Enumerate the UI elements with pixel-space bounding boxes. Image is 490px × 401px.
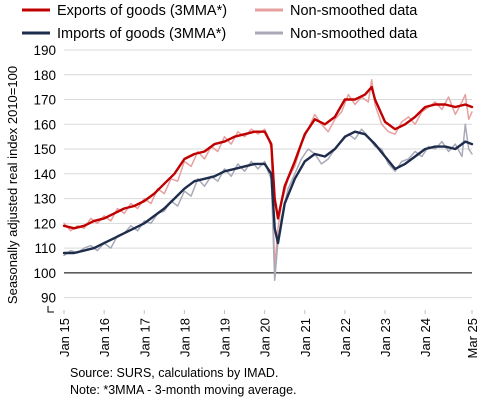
legend-label: Non-smoothed data — [290, 3, 418, 19]
x-tick-label: Jan 16 — [97, 318, 112, 357]
axis-break-mark — [47, 306, 54, 313]
x-tick-label: Jan 19 — [218, 318, 233, 357]
y-tick-label: 130 — [33, 192, 56, 207]
footnote: Note: *3MMA - 3-month moving average. — [70, 383, 297, 397]
gridlines — [64, 49, 472, 299]
x-tick-labels: Jan 15 Jan 16 Jan 17 Jan 18 Jan 19 Jan 20 Jan … — [57, 310, 480, 358]
source-note: Source: SURS, calculations by IMAD. — [70, 366, 279, 380]
y-tick-label: 150 — [33, 142, 56, 157]
x-tick-label: Jan 18 — [177, 318, 192, 357]
legend: Exports of goods (3MMA*) Non-smoothed dat… — [22, 3, 418, 42]
legend-label: Imports of goods (3MMA*) — [57, 26, 226, 42]
x-tick-label: Jan 20 — [258, 318, 273, 357]
y-tick-label: 170 — [33, 93, 56, 108]
y-tick-label: 140 — [33, 167, 56, 182]
y-tick-label: 190 — [33, 43, 56, 58]
y-tick-label: 90 — [41, 291, 56, 306]
exports-3mma-line — [62, 85, 474, 230]
legend-label: Exports of goods (3MMA*) — [57, 3, 227, 19]
y-tick-label: 180 — [33, 68, 56, 83]
x-tick-label: Jan 22 — [338, 318, 353, 357]
x-tick-label: Mar 25 — [465, 318, 480, 358]
imports-raw-line — [63, 123, 473, 282]
axis-break-symbol — [47, 306, 54, 313]
y-tick-label: 120 — [33, 216, 56, 231]
series-lines — [62, 78, 474, 282]
x-tick-label: Jan 21 — [298, 318, 313, 357]
y-axis-label: Seasonally adjusted real index 2010=100 — [5, 66, 20, 304]
y-tick-label: 100 — [33, 266, 56, 281]
x-tick-label: Jan 15 — [57, 318, 72, 357]
y-tick-label: 160 — [33, 117, 56, 132]
y-tick-labels: 90 100 110 120 130 140 150 160 170 180 190 — [33, 43, 56, 306]
imports-3mma-line — [62, 130, 474, 255]
x-tick-label: Jan 17 — [137, 318, 152, 357]
legend-label: Non-smoothed data — [290, 26, 418, 42]
y-tick-label: 110 — [34, 241, 56, 256]
x-tick-label: Jan 23 — [378, 318, 393, 357]
x-tick-label: Jan 24 — [418, 318, 433, 357]
